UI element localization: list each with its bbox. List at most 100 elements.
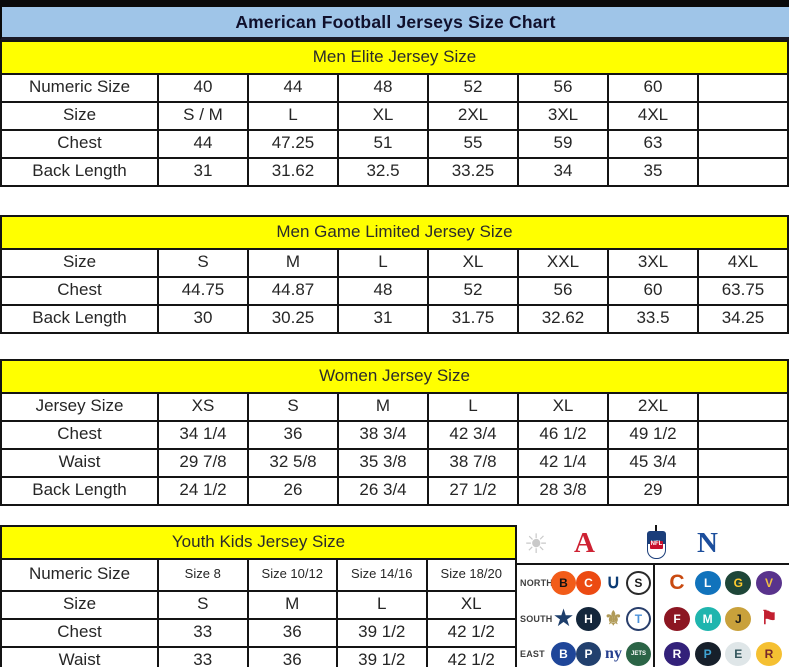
- table-cell: 44: [157, 131, 247, 157]
- table-cell: 3XL: [517, 103, 607, 129]
- ravens-logo: R: [664, 642, 690, 667]
- row-label: Numeric Size: [28, 564, 131, 583]
- table-cell: 24 1/2: [157, 478, 247, 504]
- table-cell: 36: [246, 648, 337, 667]
- youth-kids-size-table: Youth Kids Jersey Size Numeric Size Size …: [0, 525, 517, 667]
- table-cell: L: [337, 250, 427, 276]
- table-cell: [697, 422, 787, 448]
- women-size-table: Women Jersey Size Jersey Size XS S M L XL 2XL C…: [0, 359, 789, 506]
- table-cell: 52: [427, 278, 517, 304]
- bills-logo: B: [551, 642, 576, 667]
- table-cell: 51: [337, 131, 427, 157]
- table-cell: Size 8: [157, 560, 247, 590]
- table-cell: 32.5: [337, 159, 427, 185]
- table-cell: M: [247, 250, 337, 276]
- women-header: Women Jersey Size: [2, 361, 787, 394]
- table-row: Jersey Size XS S M L XL 2XL: [2, 394, 787, 420]
- table-cell: [697, 450, 787, 476]
- row-label: Jersey Size: [35, 396, 124, 415]
- table-cell: 34: [517, 159, 607, 185]
- table-cell: XL: [425, 592, 516, 618]
- table-cell: 56: [517, 278, 607, 304]
- table-cell: XL: [427, 250, 517, 276]
- giants-logo: ny: [605, 645, 622, 663]
- table-cell: 60: [607, 278, 697, 304]
- table-cell: 31: [157, 159, 247, 185]
- table-cell: 44.87: [247, 278, 337, 304]
- titans-logo: T: [625, 606, 651, 631]
- table-cell: 48: [337, 75, 427, 101]
- table-cell: [697, 394, 787, 420]
- table-row: Size S / M L XL 2XL 3XL 4XL: [2, 101, 787, 129]
- divider-stem: [655, 525, 657, 532]
- division-row: NORTH B C ∪ S C L G V: [517, 565, 789, 601]
- table-cell: 42 1/4: [517, 450, 607, 476]
- colts-logo: ∪: [606, 572, 621, 594]
- nfc-team-group: F M J ⚑: [664, 606, 782, 631]
- table-cell: 39 1/2: [336, 620, 426, 646]
- packers-logo: G: [725, 570, 752, 595]
- chart-title: American Football Jerseys Size Chart: [235, 11, 556, 32]
- table-cell: 42 3/4: [427, 422, 517, 448]
- table-cell: S: [157, 250, 247, 276]
- table-cell: 36: [246, 620, 337, 646]
- bengals-logo: B: [551, 570, 576, 595]
- men-game-limited-header: Men Game Limited Jersey Size: [2, 217, 787, 250]
- conference-header-row: ☀ A NFL N: [517, 525, 789, 565]
- buccaneers-logo: ⚑: [760, 608, 778, 630]
- table-cell: 34 1/4: [157, 422, 247, 448]
- table-cell: 32 5/8: [247, 450, 337, 476]
- table-cell: 34.25: [697, 306, 787, 332]
- afc-team-group: B C ∪ S: [551, 570, 651, 595]
- table-cell: S: [157, 592, 247, 618]
- table-row: Waist 33 36 39 1/2 42 1/2: [2, 646, 515, 667]
- table-cell: XL: [517, 394, 607, 420]
- table-row: Numeric Size 40 44 48 52 56 60: [2, 75, 787, 101]
- table-cell: 44: [247, 75, 337, 101]
- division-label: SOUTH: [520, 613, 553, 624]
- table-cell: 35 3/8: [337, 450, 427, 476]
- table-cell: 33.5: [607, 306, 697, 332]
- table-cell: 4XL: [697, 250, 787, 276]
- table-cell: 60: [607, 75, 697, 101]
- table-cell: [697, 103, 787, 129]
- starburst-icon: ☀: [524, 529, 549, 559]
- table-cell: 4XL: [607, 103, 697, 129]
- jaguars-logo: J: [725, 606, 752, 631]
- men-elite-header: Men Elite Jersey Size: [2, 42, 787, 75]
- table-cell: 42 1/2: [425, 648, 516, 667]
- table-cell: 49 1/2: [607, 422, 697, 448]
- table-row: Numeric Size Size 8 Size 10/12 Size 14/16 Si…: [2, 560, 515, 590]
- nfl-shield-label: NFL: [649, 541, 664, 549]
- panthers-logo: P: [694, 642, 721, 667]
- table-cell: 42 1/2: [425, 620, 516, 646]
- table-cell: L: [427, 394, 517, 420]
- table-cell: 38 3/4: [337, 422, 427, 448]
- table-row: Size S M L XL: [2, 590, 515, 618]
- eagles-logo: E: [725, 642, 752, 667]
- browns-logo: C: [575, 570, 601, 595]
- table-cell: [697, 131, 787, 157]
- table-cell: 32.62: [517, 306, 607, 332]
- row-label: Chest: [57, 280, 102, 299]
- table-cell: L: [336, 592, 426, 618]
- table-cell: 44.75: [157, 278, 247, 304]
- row-label: Chest: [57, 133, 102, 152]
- table-row: Chest 44.75 44.87 48 52 56 60 63.75: [2, 276, 787, 304]
- row-label: Size: [62, 594, 97, 613]
- falcons-logo: F: [664, 606, 690, 631]
- afc-team-group: ★ H ⚜ T: [551, 606, 651, 631]
- table-cell: 63: [607, 131, 697, 157]
- table-cell: S: [247, 394, 337, 420]
- table-cell: L: [247, 103, 337, 129]
- row-label: Waist: [58, 650, 101, 667]
- afc-logo-icon: A: [574, 527, 595, 559]
- row-label: Numeric Size: [28, 77, 131, 96]
- row-label: Waist: [58, 452, 101, 471]
- division-label: EAST: [520, 649, 545, 660]
- table-cell: 31.62: [247, 159, 337, 185]
- table-cell: 3XL: [607, 250, 697, 276]
